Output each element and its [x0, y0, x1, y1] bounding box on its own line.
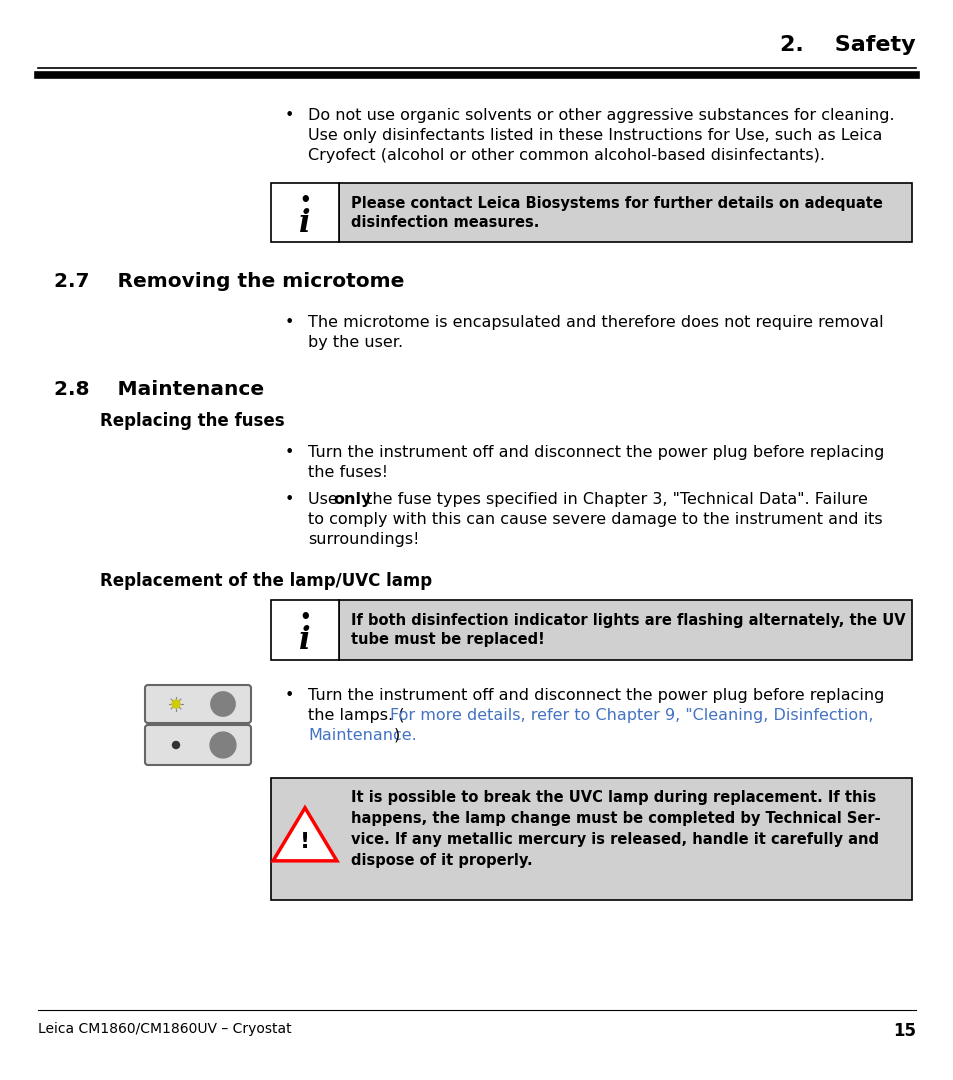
Text: the lamps. (: the lamps. ( [308, 708, 404, 723]
Text: the fuse types specified in Chapter 3, "Technical Data". Failure: the fuse types specified in Chapter 3, "… [360, 492, 867, 507]
Text: Cryofect (alcohol or other common alcohol-based disinfectants).: Cryofect (alcohol or other common alcoho… [308, 148, 824, 163]
Text: !: ! [299, 832, 310, 852]
Text: •: • [285, 445, 294, 460]
Polygon shape [273, 808, 336, 861]
Text: 2.7    Removing the microtome: 2.7 Removing the microtome [54, 272, 404, 291]
Text: Do not use organic solvents or other aggressive substances for cleaning.: Do not use organic solvents or other agg… [308, 108, 894, 123]
Text: The microtome is encapsulated and therefore does not require removal: The microtome is encapsulated and theref… [308, 315, 882, 330]
Text: to comply with this can cause severe damage to the instrument and its: to comply with this can cause severe dam… [308, 512, 882, 527]
Text: If both disinfection indicator lights are flashing alternately, the UV: If both disinfection indicator lights ar… [351, 613, 904, 627]
Circle shape [172, 700, 180, 708]
FancyBboxPatch shape [271, 183, 338, 242]
Text: tube must be replaced!: tube must be replaced! [351, 632, 544, 647]
Text: ): ) [394, 728, 400, 743]
FancyBboxPatch shape [145, 685, 251, 723]
FancyBboxPatch shape [271, 600, 338, 660]
FancyBboxPatch shape [145, 725, 251, 765]
Text: Turn the instrument off and disconnect the power plug before replacing: Turn the instrument off and disconnect t… [308, 688, 883, 703]
FancyBboxPatch shape [338, 600, 911, 660]
Text: Maintenance.: Maintenance. [308, 728, 416, 743]
Text: surroundings!: surroundings! [308, 532, 419, 546]
Text: happens, the lamp change must be completed by Technical Ser-: happens, the lamp change must be complet… [351, 811, 880, 826]
Text: Replacement of the lamp/UVC lamp: Replacement of the lamp/UVC lamp [100, 572, 432, 590]
Text: disinfection measures.: disinfection measures. [351, 215, 538, 230]
Text: Please contact Leica Biosystems for further details on adequate: Please contact Leica Biosystems for furt… [351, 195, 882, 211]
Circle shape [172, 742, 179, 748]
Text: dispose of it properly.: dispose of it properly. [351, 853, 532, 868]
Text: i: i [299, 625, 311, 657]
Text: Use only disinfectants listed in these Instructions for Use, such as Leica: Use only disinfectants listed in these I… [308, 129, 882, 143]
Text: Replacing the fuses: Replacing the fuses [100, 411, 284, 430]
Text: vice. If any metallic mercury is released, handle it carefully and: vice. If any metallic mercury is release… [351, 832, 878, 847]
Circle shape [211, 692, 234, 716]
Text: It is possible to break the UVC lamp during replacement. If this: It is possible to break the UVC lamp dur… [351, 789, 876, 805]
FancyBboxPatch shape [338, 183, 911, 242]
Text: Leica CM1860/CM1860UV – Cryostat: Leica CM1860/CM1860UV – Cryostat [38, 1022, 292, 1036]
Text: 2.8    Maintenance: 2.8 Maintenance [54, 380, 264, 399]
Text: •: • [285, 315, 294, 330]
Text: only: only [333, 492, 371, 507]
Text: Turn the instrument off and disconnect the power plug before replacing: Turn the instrument off and disconnect t… [308, 445, 883, 460]
Text: by the user.: by the user. [308, 335, 403, 350]
Text: •: • [285, 108, 294, 123]
Text: 15: 15 [892, 1022, 915, 1040]
Text: the fuses!: the fuses! [308, 465, 388, 480]
Text: 2.    Safety: 2. Safety [780, 35, 915, 55]
Text: i: i [299, 207, 311, 239]
Text: •: • [285, 688, 294, 703]
Text: •: • [299, 190, 311, 208]
FancyBboxPatch shape [271, 778, 911, 900]
Text: For more details, refer to Chapter 9, "Cleaning, Disinfection,: For more details, refer to Chapter 9, "C… [390, 708, 873, 723]
Text: •: • [285, 492, 294, 507]
Circle shape [210, 732, 235, 758]
Text: Use: Use [308, 492, 342, 507]
Text: •: • [299, 608, 311, 625]
